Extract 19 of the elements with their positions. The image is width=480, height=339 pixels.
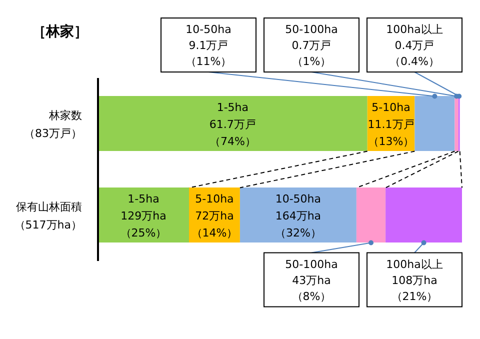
bar [414,96,455,151]
y-tick-label: 保有山林面積（517万ha） [14,200,82,231]
data-label: 100ha以上 108万ha（21%） [386,257,443,302]
data-label: 1-5ha 129万ha（25%） [120,192,167,239]
data-label: 5-10ha 11.1万戸（13%） [368,100,414,148]
y-tick-label: 林家数（83万戸） [24,108,82,140]
data-label: 100ha以上 0.4万戸（0.4%） [386,22,443,68]
bar [98,96,368,151]
data-label: 10-50ha 164万ha（32%） [274,192,322,239]
bar [98,188,189,242]
data-label: 5-10ha 72万ha（14%） [191,192,238,239]
data-label: 50-100ha 0.7万戸（1%） [285,22,338,68]
chart-title: ［林家］ [32,23,88,40]
bar [240,188,356,242]
bar [356,188,386,242]
bar [386,188,462,242]
data-label: 10-50ha 9.1万戸（11%） [185,22,232,68]
data-label: 50-100ha 43万ha（8%） [285,257,338,302]
data-label: 1-5ha 61.7万戸（74%） [209,100,256,148]
